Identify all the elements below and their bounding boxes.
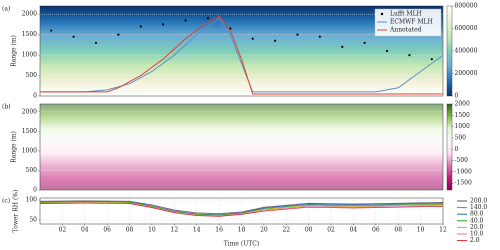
legend-label: 10.0: [470, 231, 484, 238]
x-tick-label: 10: [148, 227, 156, 234]
data-point: [341, 45, 344, 49]
colorbar-tick-label: -1500: [455, 180, 472, 187]
colorbar-tick-label: 200000: [455, 70, 478, 77]
x-tick-label: 02: [59, 227, 67, 234]
data-point: [296, 33, 299, 36]
x-tick-label: 20: [260, 227, 268, 234]
x-tick-label: 22: [282, 227, 290, 234]
data-point: [139, 25, 142, 28]
data-point: [408, 53, 411, 57]
colorbar-tick-label: 600000: [455, 25, 478, 32]
x-tick-label: 04: [81, 227, 89, 234]
colorbar-tick-label: 0: [455, 146, 459, 153]
data-point: [363, 41, 366, 44]
x-tick-label: 06: [372, 227, 380, 234]
x-tick-label: 04: [350, 227, 358, 234]
colorbar: [446, 5, 453, 97]
data-line: [39, 202, 444, 217]
plot-frame: [39, 103, 444, 191]
y-tick-label: 2000: [22, 11, 37, 18]
colorbar: [446, 103, 453, 191]
data-line: [39, 201, 444, 216]
data-point: [273, 39, 277, 42]
colorbar-tick-label: 0: [455, 93, 459, 100]
x-tick-label: 12: [171, 227, 179, 234]
x-tick-label: 16: [215, 227, 223, 234]
y-tick-label: 0: [33, 187, 37, 194]
colorbar-tick-label: 500: [455, 134, 467, 141]
data-point: [251, 37, 254, 40]
y-axis-label: Range (m): [11, 35, 18, 67]
colorbar-tick-label: 1000: [455, 123, 470, 130]
data-point: [117, 33, 120, 36]
data-point: [184, 19, 187, 22]
legend-label: ECMWF MLH: [390, 19, 433, 26]
y-tick-label: 1000: [22, 52, 37, 59]
data-line: [39, 202, 444, 217]
data-point: [318, 35, 321, 38]
data-point: [50, 29, 53, 32]
colorbar-tick-label: 800000: [455, 3, 478, 10]
plot-frame: [39, 5, 444, 97]
legend-label: Annotated: [389, 27, 422, 34]
data-point: [94, 41, 98, 44]
plot-frame: [39, 197, 444, 225]
legend-label: 80.0: [470, 211, 484, 218]
legend-label: 40.0: [470, 217, 484, 224]
data-line: [39, 200, 444, 215]
data-line: [39, 201, 444, 216]
legend-label: Lufft MLH: [390, 11, 422, 18]
panel-label: (c): [2, 198, 10, 205]
y-tick-label: 1500: [22, 31, 37, 38]
colorbar-tick-label: -1000: [455, 168, 472, 175]
y-tick-label: 500: [26, 72, 38, 79]
colorbar-tick-label: 1500: [455, 112, 470, 119]
legend-box: [374, 8, 442, 37]
y-axis-label: Tower RH (%): [13, 190, 20, 233]
x-axis-label: Time (UTC): [224, 241, 259, 248]
y-axis-label: Range (m): [11, 131, 18, 163]
y-tick-label: 2000: [22, 108, 37, 115]
x-tick-label: 06: [103, 227, 111, 234]
y-tick-label: 500: [26, 167, 38, 174]
data-point: [385, 49, 389, 53]
panel-label: (b): [2, 104, 11, 111]
data-point: [72, 35, 75, 38]
data-line: [40, 15, 443, 95]
y-tick-label: 100: [26, 197, 38, 204]
y-tick-label: 0: [33, 93, 37, 100]
data-line: [39, 200, 444, 214]
data-point: [206, 17, 210, 20]
legend-label: 140.0: [470, 204, 487, 211]
legend-label: 20.0: [470, 224, 484, 231]
legend-swatch: [380, 12, 384, 16]
colorbar-tick-label: -500: [455, 157, 469, 164]
colorbar-tick-label: 2000: [455, 101, 470, 108]
y-tick-label: 1500: [22, 128, 37, 135]
panel-label: (a): [2, 6, 10, 13]
data-line: [39, 202, 444, 216]
x-tick-label: 14: [193, 227, 201, 234]
x-tick-label: 08: [394, 227, 402, 234]
x-tick-label: 02: [327, 227, 335, 234]
x-tick-label: 10: [417, 227, 425, 234]
x-tick-label: 08: [126, 227, 134, 234]
y-tick-label: 50: [29, 217, 37, 224]
x-tick-label: 18: [238, 227, 246, 234]
legend-label: 2.0: [470, 237, 480, 244]
x-tick-label: 00: [305, 227, 313, 234]
legend-label: 200.0: [470, 198, 487, 205]
colorbar-tick-label: 400000: [455, 48, 478, 55]
data-point: [430, 58, 433, 61]
y-tick-label: 1000: [22, 147, 37, 154]
heatmap: [40, 104, 443, 190]
data-point: [162, 23, 165, 26]
x-tick-label: 12: [439, 227, 447, 234]
